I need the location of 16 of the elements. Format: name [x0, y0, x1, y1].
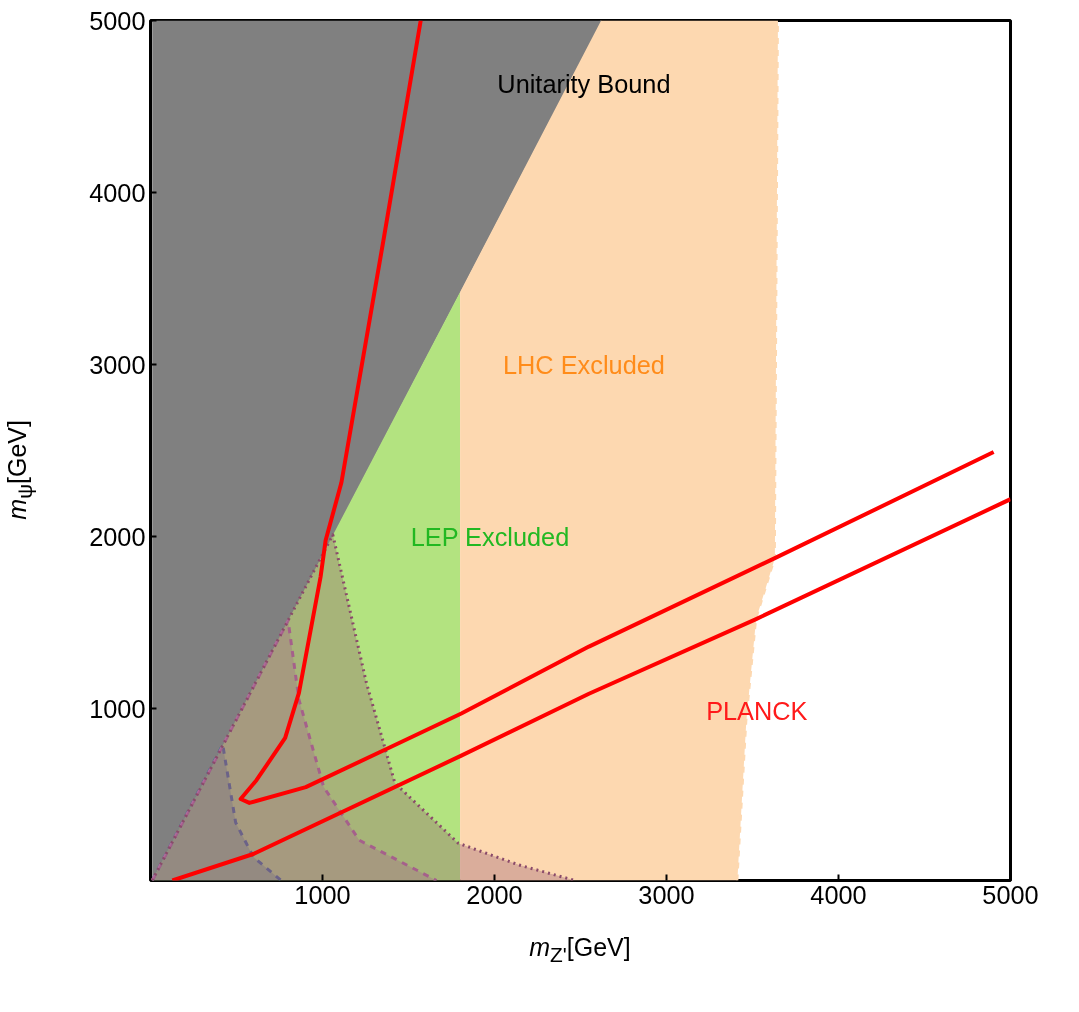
x-tick-label: 3000	[638, 880, 695, 909]
y-tick-label: 1000	[89, 694, 146, 723]
y-tick-label: 5000	[89, 6, 146, 35]
x-tick-label: 2000	[466, 880, 523, 909]
x-tick-label: 5000	[982, 880, 1039, 909]
y-tick-label: 4000	[89, 178, 146, 207]
y-tick-label: 2000	[89, 522, 146, 551]
annotation: LEP Excluded	[410, 522, 570, 551]
x-tick-label: 1000	[294, 880, 351, 909]
line-series	[170, 497, 1011, 881]
x-tick-label: 4000	[810, 880, 867, 909]
annotation: PLANCK	[706, 697, 808, 726]
annotation: LHC Excluded	[502, 350, 665, 379]
line-series	[238, 20, 996, 805]
y-tick-label: 3000	[89, 350, 146, 379]
x-axis-title: m$_{Z'}$[GeV]	[528, 932, 632, 968]
